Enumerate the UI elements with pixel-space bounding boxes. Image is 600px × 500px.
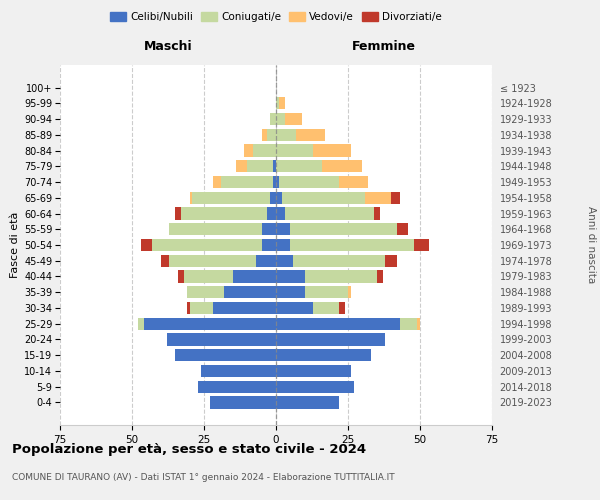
Bar xyxy=(340,302,345,314)
Bar xyxy=(198,380,276,393)
Bar xyxy=(374,208,380,220)
Bar xyxy=(268,128,276,141)
Bar xyxy=(348,286,351,298)
Bar xyxy=(279,97,284,110)
Bar xyxy=(140,239,152,251)
Text: Anni di nascita: Anni di nascita xyxy=(586,206,596,284)
Bar xyxy=(190,302,212,314)
Bar xyxy=(290,239,414,251)
Bar xyxy=(169,223,262,235)
Bar xyxy=(184,270,233,282)
Bar xyxy=(262,128,268,141)
Bar xyxy=(175,349,276,362)
Bar xyxy=(247,160,273,172)
Bar xyxy=(262,223,276,235)
Bar xyxy=(365,192,391,204)
Bar xyxy=(293,254,385,267)
Bar xyxy=(201,365,276,377)
Bar xyxy=(313,144,351,156)
Bar xyxy=(276,208,284,220)
Bar xyxy=(322,160,362,172)
Bar xyxy=(276,160,322,172)
Text: COMUNE DI TAURANO (AV) - Dati ISTAT 1° gennaio 2024 - Elaborazione TUTTITALIA.IT: COMUNE DI TAURANO (AV) - Dati ISTAT 1° g… xyxy=(12,472,395,482)
Bar xyxy=(143,318,276,330)
Bar xyxy=(284,113,302,125)
Bar xyxy=(290,223,397,235)
Bar xyxy=(268,208,276,220)
Bar xyxy=(270,113,276,125)
Bar xyxy=(270,192,276,204)
Text: Femmine: Femmine xyxy=(352,40,416,52)
Bar xyxy=(256,254,276,267)
Bar xyxy=(175,208,181,220)
Bar xyxy=(236,160,247,172)
Y-axis label: Fasce di età: Fasce di età xyxy=(10,212,20,278)
Bar xyxy=(276,286,305,298)
Bar xyxy=(276,128,296,141)
Bar xyxy=(210,396,276,408)
Bar xyxy=(212,302,276,314)
Bar xyxy=(273,176,276,188)
Bar xyxy=(167,334,276,345)
Bar xyxy=(253,144,276,156)
Bar xyxy=(276,223,290,235)
Bar xyxy=(276,396,340,408)
Bar xyxy=(305,286,348,298)
Bar xyxy=(276,113,284,125)
Bar xyxy=(190,192,193,204)
Bar xyxy=(221,176,273,188)
Bar xyxy=(262,239,276,251)
Bar xyxy=(181,208,268,220)
Bar xyxy=(397,223,409,235)
Bar xyxy=(340,176,368,188)
Bar xyxy=(276,270,305,282)
Text: Maschi: Maschi xyxy=(143,40,193,52)
Bar xyxy=(276,349,371,362)
Bar xyxy=(244,144,253,156)
Bar xyxy=(276,365,351,377)
Bar xyxy=(276,334,385,345)
Bar xyxy=(212,176,221,188)
Bar xyxy=(276,254,293,267)
Bar xyxy=(276,380,354,393)
Bar xyxy=(284,208,374,220)
Bar xyxy=(152,239,262,251)
Bar xyxy=(276,302,313,314)
Bar xyxy=(276,144,313,156)
Bar xyxy=(193,192,270,204)
Bar xyxy=(169,254,256,267)
Bar xyxy=(417,318,420,330)
Bar xyxy=(385,254,397,267)
Bar xyxy=(296,128,325,141)
Bar xyxy=(400,318,417,330)
Bar xyxy=(224,286,276,298)
Bar xyxy=(273,160,276,172)
Bar xyxy=(391,192,400,204)
Legend: Celibi/Nubili, Coniugati/e, Vedovi/e, Divorziati/e: Celibi/Nubili, Coniugati/e, Vedovi/e, Di… xyxy=(106,8,446,26)
Bar xyxy=(414,239,428,251)
Bar xyxy=(161,254,169,267)
Bar xyxy=(276,97,279,110)
Bar xyxy=(233,270,276,282)
Bar xyxy=(282,192,365,204)
Bar xyxy=(377,270,383,282)
Bar xyxy=(305,270,377,282)
Bar xyxy=(178,270,184,282)
Bar xyxy=(187,302,190,314)
Bar xyxy=(279,176,340,188)
Bar xyxy=(313,302,340,314)
Bar xyxy=(276,239,290,251)
Bar xyxy=(187,286,224,298)
Bar xyxy=(138,318,143,330)
Text: Popolazione per età, sesso e stato civile - 2024: Popolazione per età, sesso e stato civil… xyxy=(12,442,366,456)
Bar xyxy=(276,192,282,204)
Bar xyxy=(276,176,279,188)
Bar xyxy=(276,318,400,330)
